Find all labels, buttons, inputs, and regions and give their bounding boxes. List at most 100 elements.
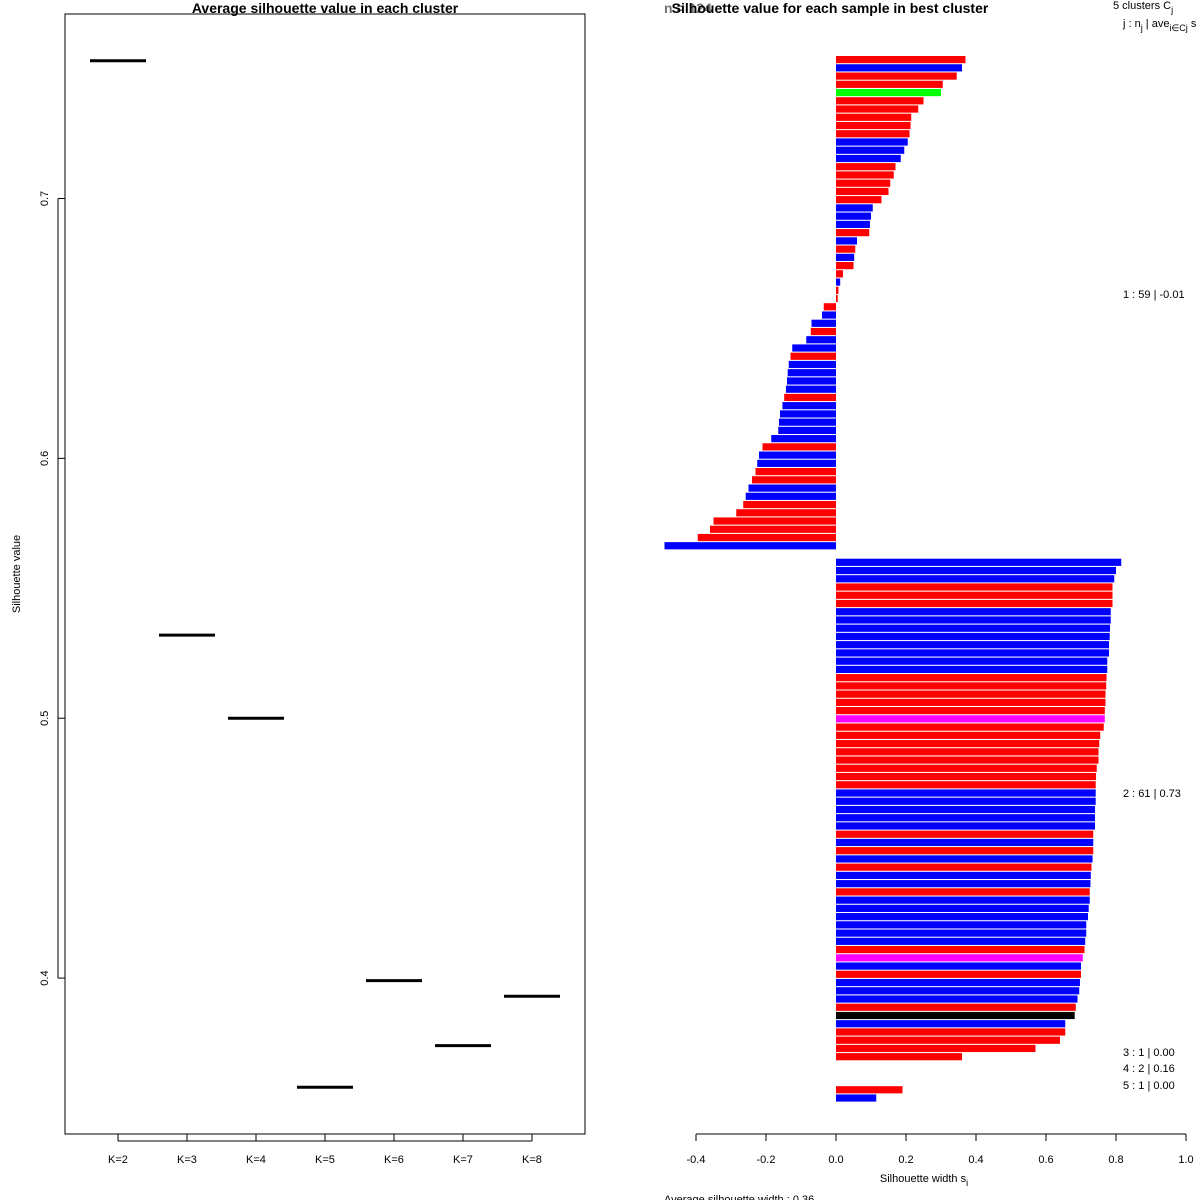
silhouette-bar (836, 294, 838, 303)
silhouette-bar (778, 418, 836, 426)
right-x-tick-label: 0.2 (898, 1154, 913, 1166)
silhouette-bar (836, 64, 962, 72)
left-x-tick-label: K=5 (315, 1154, 335, 1166)
silhouette-bar (836, 698, 1106, 706)
silhouette-bar (836, 921, 1087, 929)
silhouette-bar (836, 1053, 962, 1061)
left-y-axis-label: Silhouette value (11, 535, 23, 613)
silhouette-bar (836, 707, 1105, 715)
clusters-header: 5 clusters Cj (1113, 0, 1173, 15)
silhouette-bar (836, 978, 1080, 987)
silhouette-bar (836, 929, 1087, 937)
silhouette-bar (836, 154, 901, 163)
silhouette-bar (836, 641, 1109, 649)
silhouette-bar (745, 492, 836, 500)
silhouette-bar (836, 1020, 1066, 1028)
silhouette-bar (836, 566, 1116, 575)
silhouette-bar (836, 731, 1101, 739)
silhouette-bar (787, 369, 836, 377)
silhouette-bar (836, 286, 839, 294)
silhouette-bar (780, 410, 836, 418)
right-x-tick-label: 0.8 (1108, 1154, 1123, 1166)
silhouette-bar (836, 138, 908, 146)
silhouette-bar (836, 56, 966, 64)
silhouette-bar (836, 88, 941, 97)
silhouette-bar (836, 797, 1096, 805)
silhouette-bar (836, 113, 912, 121)
silhouette-bar (836, 253, 855, 261)
silhouette-bar (836, 270, 843, 278)
silhouette-bar (790, 352, 836, 360)
silhouette-bar (836, 187, 889, 196)
left-y-tick-label: 0.5 (39, 711, 51, 726)
silhouette-bar (836, 739, 1100, 748)
silhouette-bar (836, 756, 1099, 764)
silhouette-bar (836, 690, 1106, 698)
silhouette-bar (836, 608, 1111, 616)
silhouette-bar (836, 970, 1081, 978)
left-x-tick-label: K=6 (384, 1154, 404, 1166)
silhouette-bar (713, 517, 836, 525)
silhouette-bar (836, 632, 1110, 641)
silhouette-bar (836, 179, 891, 187)
silhouette-bar (836, 847, 1094, 855)
right-x-tick-label: 0.0 (828, 1154, 843, 1166)
silhouette-bar (836, 748, 1099, 756)
silhouette-bar (762, 443, 836, 451)
silhouette-bar (806, 336, 836, 344)
left-x-tick-label: K=4 (246, 1154, 266, 1166)
silhouette-bar (836, 649, 1109, 657)
right-x-tick-label: 0.6 (1038, 1154, 1053, 1166)
silhouette-bar (710, 525, 836, 533)
silhouette-bar (836, 220, 870, 228)
silhouette-bar (748, 484, 836, 492)
silhouette-bar (836, 715, 1105, 723)
silhouette-bar (836, 1086, 903, 1094)
silhouette-bar (757, 459, 836, 467)
silhouette-bar (836, 1094, 877, 1102)
cluster-summary-label: 5 : 1 | 0.00 (1123, 1080, 1175, 1092)
silhouette-bar (759, 451, 836, 459)
silhouette-bar (836, 575, 1115, 583)
silhouette-bar (836, 212, 871, 220)
silhouette-bar (836, 278, 841, 286)
silhouette-bar (836, 97, 924, 105)
silhouette-bar (836, 262, 854, 270)
clusters-header-columns: j : nj | avei∈Cj s (1122, 18, 1197, 33)
silhouette-bar (836, 1036, 1060, 1044)
silhouette-bar (836, 105, 919, 113)
right-chart-title: Silhouette value for each sample in best… (672, 0, 989, 16)
silhouette-bar (836, 805, 1095, 814)
silhouette-bar (836, 888, 1090, 896)
silhouette-bar (836, 1044, 1036, 1053)
silhouette-bar (836, 904, 1089, 912)
silhouette-bar (785, 385, 836, 393)
silhouette-bar (836, 814, 1095, 822)
silhouette-bar (836, 624, 1111, 632)
silhouette-bar (836, 1028, 1066, 1036)
cluster-summary-label: 1 : 59 | -0.01 (1123, 289, 1185, 301)
silhouette-bar (836, 880, 1091, 888)
silhouette-bar (836, 962, 1081, 970)
silhouette-bar (752, 476, 836, 484)
silhouette-bar (836, 995, 1078, 1003)
silhouette-bar (836, 163, 896, 171)
silhouette-bar (787, 377, 836, 385)
silhouette-bar (771, 435, 836, 443)
right-x-tick-label: 0.4 (968, 1154, 983, 1166)
cluster-summary-label: 4 : 2 | 0.16 (1123, 1063, 1175, 1075)
right-x-tick-label: 1.0 (1178, 1154, 1193, 1166)
left-plot-frame (64, 13, 586, 1135)
right-x-tick-label: -0.2 (757, 1154, 776, 1166)
silhouette-bar (822, 311, 836, 319)
left-y-tick-label: 0.6 (39, 451, 51, 466)
silhouette-bar (836, 772, 1097, 781)
silhouette-bar (836, 171, 894, 179)
right-chart-n-overlay: n = 124 (664, 0, 712, 16)
silhouette-bar (743, 500, 836, 509)
silhouette-bar (836, 937, 1086, 945)
silhouette-bar (836, 781, 1096, 789)
silhouette-bar (836, 196, 882, 204)
silhouette-bar (836, 822, 1095, 830)
silhouette-bar (664, 542, 836, 550)
